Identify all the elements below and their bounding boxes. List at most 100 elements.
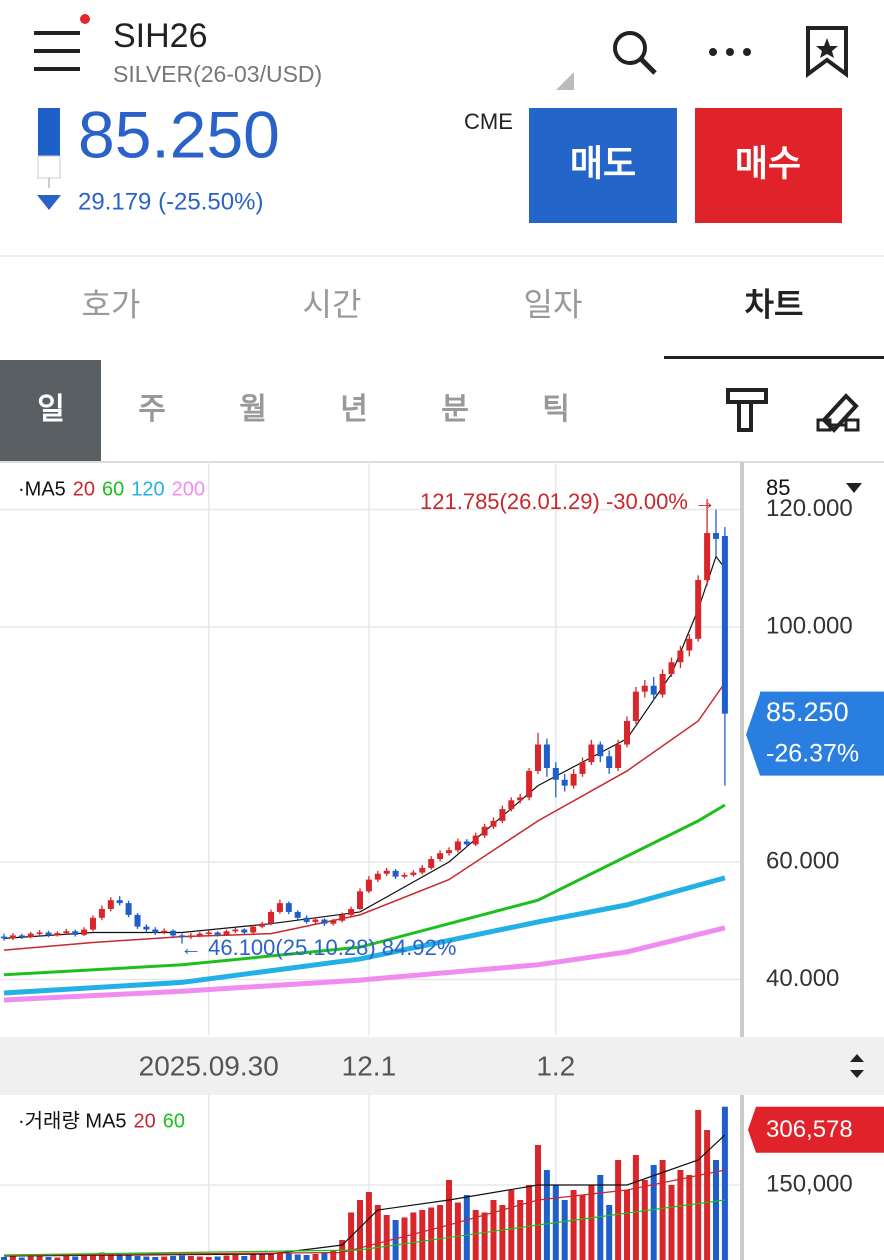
y-tick-label: 150,000 <box>766 1170 853 1197</box>
candle-body <box>704 533 711 581</box>
candle-body <box>125 903 132 915</box>
indicator-icon[interactable] <box>726 388 768 432</box>
candle-body <box>463 841 470 845</box>
volume-bar <box>98 1252 105 1260</box>
volume-bar <box>134 1256 141 1260</box>
legend-entry[interactable]: 20 <box>73 478 95 500</box>
volume-bar <box>152 1257 159 1260</box>
candle-body <box>339 914 346 921</box>
candle-body <box>721 535 728 714</box>
period-tab[interactable]: 틱 <box>542 393 570 426</box>
corner-mark <box>556 72 574 90</box>
candle-body <box>250 926 257 933</box>
period-tab[interactable]: 분 <box>441 393 469 426</box>
period-tab[interactable]: 주 <box>138 393 166 426</box>
candle-body <box>446 850 452 854</box>
sell-button[interactable] <box>529 108 677 223</box>
axis-divider <box>740 1095 744 1260</box>
tab[interactable]: 차트 <box>745 286 804 322</box>
buy-label[interactable]: 매수 <box>735 143 801 184</box>
moving-average-line <box>3 925 726 1003</box>
min-annotation: ← 46.100(25.10.28) 84.92% <box>180 935 456 960</box>
y-tick-label: 100.000 <box>766 612 853 639</box>
volume-bar <box>463 1195 470 1260</box>
period-tab[interactable]: 년 <box>340 393 368 426</box>
volume-bar <box>597 1175 604 1260</box>
candle-body <box>570 773 577 786</box>
candle-body <box>134 914 141 927</box>
symbol: SIH26 <box>113 17 208 55</box>
volume-bar <box>383 1215 390 1260</box>
buy-button[interactable] <box>695 108 842 223</box>
candle-body <box>499 809 506 821</box>
tab[interactable]: 시간 <box>303 286 362 322</box>
period-tab[interactable]: 일 <box>37 393 65 426</box>
volume-bar <box>686 1175 693 1260</box>
volume-bar <box>116 1255 123 1260</box>
sell-label[interactable]: 매도 <box>570 143 636 184</box>
candle-body <box>152 929 159 933</box>
y-tick-label: 120.000 <box>766 495 853 522</box>
y-tick-label: 40.000 <box>766 965 839 992</box>
volume-bar <box>401 1217 408 1260</box>
volume-bar <box>579 1195 586 1260</box>
candle-body <box>632 691 639 722</box>
candle-body <box>72 931 79 935</box>
price-icon <box>37 108 61 188</box>
period-selected <box>0 360 101 461</box>
volume-bar <box>632 1155 639 1260</box>
zoom-toggle[interactable] <box>850 1054 864 1078</box>
legend-entry[interactable]: 60 <box>102 478 124 500</box>
volume-bar <box>374 1205 381 1260</box>
selector-arrow[interactable] <box>846 483 862 493</box>
volume-bar <box>668 1185 675 1260</box>
candle-body <box>116 900 123 904</box>
volume-bar <box>223 1255 230 1260</box>
candle-body <box>348 908 355 915</box>
legend-entry[interactable]: ·MA5 <box>18 478 66 500</box>
candle-body <box>597 744 604 757</box>
volume-bar <box>606 1205 613 1260</box>
legend-entry[interactable]: 120 <box>131 478 164 500</box>
candle-body <box>312 919 319 922</box>
volume-bar <box>437 1205 444 1260</box>
period-tab[interactable]: 월 <box>239 393 267 426</box>
volume-bar <box>250 1254 257 1260</box>
price-selector[interactable]: 85 <box>766 475 790 500</box>
volume-bar <box>187 1256 194 1260</box>
menu-button[interactable] <box>34 14 90 71</box>
legend-entry[interactable]: ·거래량 MA5 <box>18 1109 127 1132</box>
candle-body <box>36 932 43 934</box>
candle-body <box>650 685 657 695</box>
candle-body <box>686 638 693 651</box>
bookmark-icon[interactable] <box>806 26 848 78</box>
tab[interactable]: 호가 <box>82 286 141 322</box>
draw-icon[interactable] <box>816 393 860 433</box>
volume-bar <box>9 1256 16 1260</box>
candle-body <box>223 931 230 935</box>
volume-bar <box>125 1255 132 1260</box>
volume-bar <box>143 1256 150 1260</box>
volume-bar <box>285 1253 292 1260</box>
search-icon[interactable] <box>613 31 657 75</box>
volume-bar <box>570 1190 577 1260</box>
candle-body <box>552 768 559 780</box>
candle-body <box>27 933 34 938</box>
volume-tag-label: 306,578 <box>766 1116 853 1143</box>
x-tick-label: 2025.09.30 <box>139 1050 279 1081</box>
tab[interactable]: 일자 <box>524 286 583 322</box>
legend-entry[interactable]: 20 <box>134 1110 156 1132</box>
candle-body <box>668 662 675 675</box>
volume-bar <box>695 1110 702 1260</box>
volume-bar <box>508 1190 515 1260</box>
volume-bar <box>232 1255 239 1260</box>
candle-body <box>535 744 541 771</box>
legend-entry[interactable]: 60 <box>163 1110 185 1132</box>
volume-bar <box>205 1257 212 1260</box>
legend-entry[interactable]: 200 <box>172 478 205 500</box>
candle-body <box>454 841 461 851</box>
volume-bar <box>90 1254 96 1260</box>
more-icon[interactable] <box>709 48 751 56</box>
down-arrow <box>37 195 61 210</box>
candle-body <box>107 900 114 909</box>
